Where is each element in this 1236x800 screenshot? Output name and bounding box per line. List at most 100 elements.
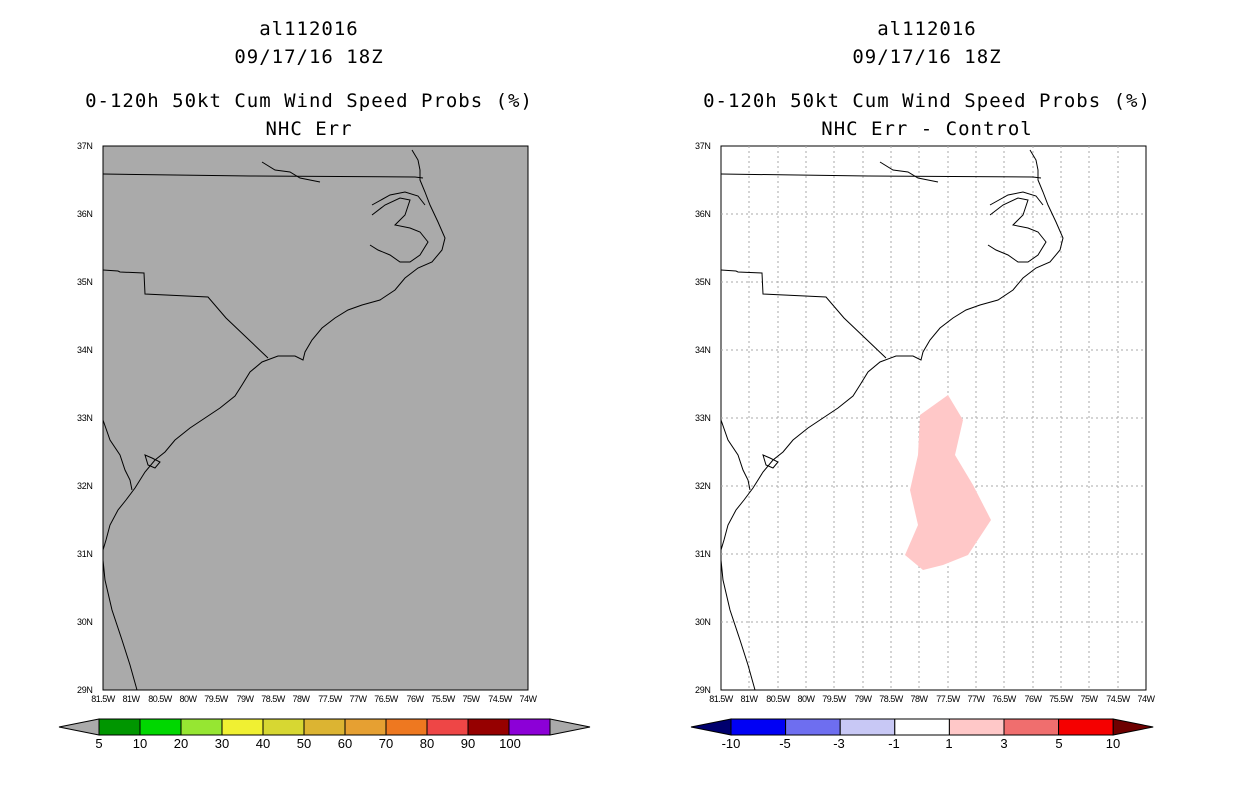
lon-label: 78.5W — [261, 694, 285, 704]
colorbar-segment — [180, 718, 223, 736]
colorbar-label: 5 — [95, 736, 103, 751]
lon-label: 75.5W — [1049, 694, 1073, 704]
ga-sc-border — [102, 419, 133, 491]
lon-label: 79.5W — [822, 694, 846, 704]
colorbar-label: 100 — [499, 736, 521, 751]
lat-label: 33N — [695, 413, 711, 423]
lat-label: 31N — [77, 549, 93, 559]
lat-label: 29N — [695, 685, 711, 695]
colorbar-segment — [730, 718, 787, 736]
sea-islands — [144, 454, 161, 469]
lon-label: 77.5W — [318, 694, 342, 704]
colorbar-segment — [385, 718, 428, 736]
lon-label: 81.5W — [91, 694, 115, 704]
lon-label: 75W — [1080, 694, 1098, 704]
colorbar-right-arrow — [1112, 718, 1154, 736]
florida-coast — [720, 559, 756, 691]
colorbar-label: 50 — [296, 736, 312, 751]
storm-id: al112016 — [259, 18, 359, 40]
colorbar-label: 30 — [214, 736, 230, 751]
colorbar-label: 10 — [1105, 736, 1121, 751]
colorbar-segment — [1058, 718, 1114, 736]
colorbar-label: 1 — [945, 736, 953, 751]
lat-label: 30N — [77, 617, 93, 627]
colorbar-label: 20 — [173, 736, 189, 751]
product-title: 0-120h 50kt Cum Wind Speed Probs (%) — [85, 90, 533, 112]
product-title: 0-120h 50kt Cum Wind Speed Probs (%) — [703, 90, 1151, 112]
lon-label: 74.5W — [488, 694, 512, 704]
lat-label: 36N — [77, 209, 93, 219]
right-panel: al112016 09/17/16 18Z 0-120h 50kt Cum Wi… — [618, 0, 1236, 800]
colorbar-right — [690, 718, 1154, 736]
lon-label: 79.5W — [204, 694, 228, 704]
colorbar-segment — [98, 718, 141, 736]
lat-label: 37N — [695, 141, 711, 151]
colorbar-segment — [1003, 718, 1060, 736]
map-background — [102, 145, 529, 691]
lon-label: 80.5W — [148, 694, 172, 704]
lon-label: 77.5W — [936, 694, 960, 704]
lat-label: 32N — [695, 481, 711, 491]
lon-label: 80.5W — [766, 694, 790, 704]
lon-label: 76W — [406, 694, 424, 704]
lat-label: 37N — [77, 141, 93, 151]
lon-label: 81.5W — [709, 694, 733, 704]
colorbar-segment — [785, 718, 841, 736]
lon-label: 74.5W — [1106, 694, 1130, 704]
lon-label: 76W — [1024, 694, 1042, 704]
lon-label: 74W — [519, 694, 537, 704]
colorbar-segment — [894, 718, 950, 736]
colorbar-segment — [426, 718, 469, 736]
lat-label: 35N — [695, 277, 711, 287]
colorbar-label: -3 — [833, 736, 845, 751]
lat-label: 30N — [695, 617, 711, 627]
colorbar-segment — [344, 718, 387, 736]
lon-label: 80W — [179, 694, 197, 704]
lon-label: 81W — [740, 694, 758, 704]
sc-nc-border — [102, 269, 269, 359]
lon-label: 76.5W — [374, 694, 398, 704]
colorbar-label: -5 — [779, 736, 791, 751]
colorbar-label: 60 — [337, 736, 353, 751]
colorbar-segment — [948, 718, 1005, 736]
florida-coast — [102, 559, 138, 691]
colorbar-segment — [139, 718, 182, 736]
lon-label: 81W — [122, 694, 140, 704]
sc-nc-border — [720, 269, 887, 359]
albemarle-sound — [371, 191, 426, 206]
lon-label: 77W — [349, 694, 367, 704]
lon-label: 79W — [854, 694, 872, 704]
colorbar-label: 5 — [1055, 736, 1063, 751]
lat-label: 34N — [695, 345, 711, 355]
colorbar-left-arrow — [58, 718, 100, 736]
lon-label: 74W — [1137, 694, 1155, 704]
lon-label: 79W — [236, 694, 254, 704]
colorbar-label: 80 — [419, 736, 435, 751]
datetime: 09/17/16 18Z — [234, 46, 384, 68]
left-panel: al112016 09/17/16 18Z 0-120h 50kt Cum Wi… — [58, 18, 591, 751]
colorbar-label: -1 — [888, 736, 900, 751]
nc-va-border — [720, 173, 1042, 179]
chesapeake-inlets — [261, 161, 321, 183]
lat-label: 34N — [77, 345, 93, 355]
colorbar-left-arrow — [690, 718, 732, 736]
lat-label: 35N — [77, 277, 93, 287]
lon-label: 77W — [967, 694, 985, 704]
map-svg — [720, 145, 1147, 691]
lat-label: 33N — [77, 413, 93, 423]
colorbar-segment — [262, 718, 305, 736]
storm-id: al112016 — [877, 18, 977, 40]
subtitle: NHC Err — [265, 118, 353, 140]
lat-label: 36N — [695, 209, 711, 219]
lon-label: 78W — [292, 694, 310, 704]
colorbar-segment — [303, 718, 346, 736]
lat-label: 32N — [77, 481, 93, 491]
colorbar-right-arrow — [549, 718, 591, 736]
subtitle: NHC Err - Control — [821, 118, 1033, 140]
colorbar-label: -10 — [721, 736, 741, 751]
lat-label: 31N — [695, 549, 711, 559]
nc-va-border — [102, 173, 424, 179]
lon-label: 75W — [462, 694, 480, 704]
colorbar-segment — [221, 718, 264, 736]
colorbar-label: 3 — [1000, 736, 1008, 751]
